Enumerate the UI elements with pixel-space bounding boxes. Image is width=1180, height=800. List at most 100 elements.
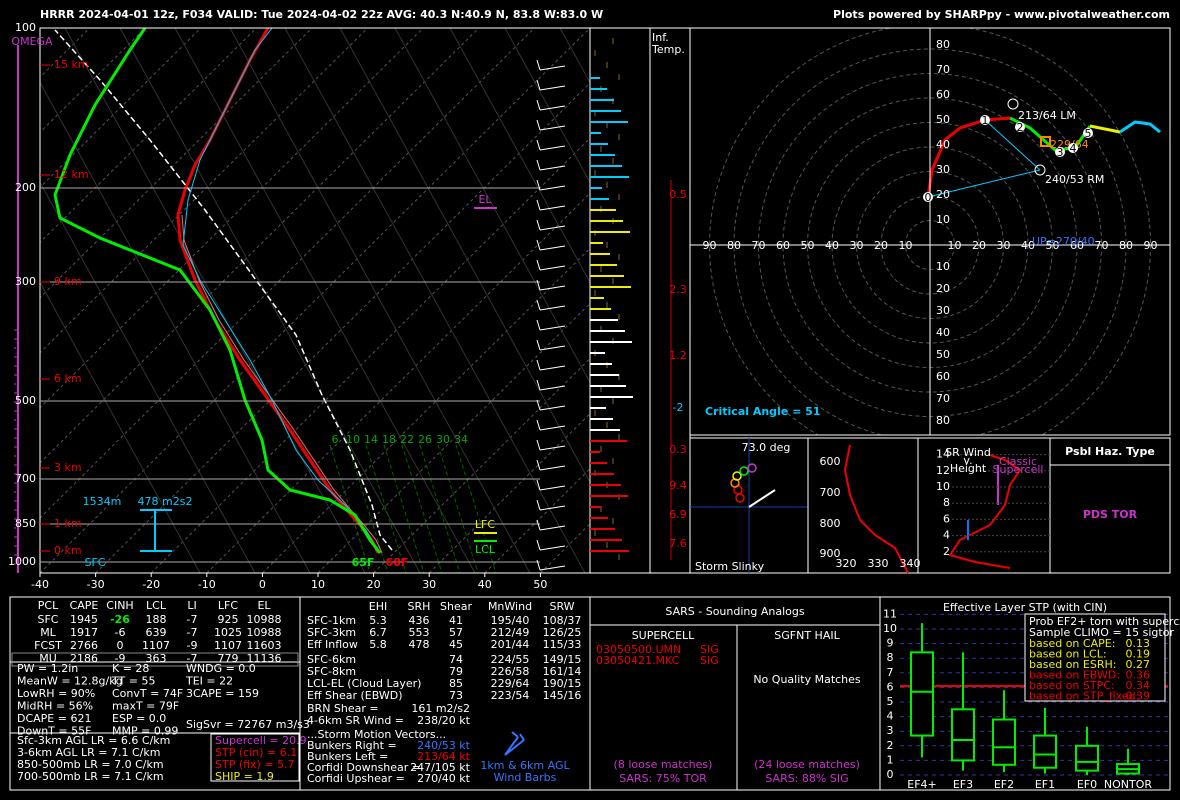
dry-adiabat: [40, 181, 256, 573]
kin-cell: Eff Inflow: [307, 638, 358, 651]
inferred-temp-value: -2: [673, 401, 684, 414]
wind-barb: [536, 259, 541, 271]
lapse-rate: Sfc-3km AGL LR = 6.6 C/km: [17, 734, 170, 747]
stp-legend-value: 0.36: [1126, 669, 1151, 682]
kin-cell: 74: [449, 653, 463, 666]
thermo-cell: -6: [115, 626, 126, 639]
kin-cell: 161/14: [543, 665, 582, 678]
composite-index: STP (fix) = 5.7: [215, 758, 295, 771]
inferred-temp-value: 0.5: [669, 188, 687, 201]
inferred-temp-value: 7.6: [669, 537, 687, 550]
mixing-ratio-label: 14: [364, 433, 378, 446]
wind-barb: [539, 385, 566, 391]
kin-extra: 4-6km SR Wind =: [307, 714, 404, 727]
wind-barb: [536, 139, 541, 151]
theta-e-pressure: 600: [820, 455, 841, 468]
thermo-header: LCL: [146, 599, 167, 612]
index-value: K = 28: [112, 662, 149, 675]
wind-barb: [536, 199, 541, 211]
wind-barb: [539, 65, 566, 71]
composite-index: SHIP = 1.9: [215, 770, 274, 783]
rm-label: 240/53 RM: [1045, 173, 1104, 186]
sr-tick: 8: [943, 496, 950, 509]
thermo-header: LI: [187, 599, 196, 612]
thermo-cell: 1107: [142, 639, 170, 652]
stp-tick: 0: [887, 768, 894, 781]
barb: [511, 731, 519, 738]
theta-e-pressure: 700: [820, 486, 841, 499]
stp-category: EF2: [994, 778, 1014, 791]
wind-barb: [539, 565, 566, 571]
kin-cell: 41: [449, 614, 463, 627]
kin-cell: 229/64: [491, 677, 530, 690]
lm-label: 213/64 LM: [1018, 109, 1076, 122]
inflow-vector: [984, 119, 1041, 171]
stp-tick: 8: [887, 651, 894, 664]
thermo-cell: 1107: [214, 639, 242, 652]
motion-value: 213/64 kt: [417, 750, 471, 763]
sars-loose: (8 loose matches): [614, 758, 713, 771]
kin-cell: 149/15: [543, 653, 582, 666]
barb: [504, 736, 519, 756]
wind-barb: [536, 99, 541, 111]
pressure-label: 300: [15, 275, 36, 288]
wind-barb: [536, 379, 541, 391]
wind-barb: [539, 485, 566, 491]
thermo-header: PCL: [38, 599, 59, 612]
index-value: LowRH = 90%: [17, 687, 95, 700]
mixing-ratio-line: [401, 444, 443, 573]
index-value: ESP = 0.0: [112, 712, 166, 725]
height-label: 12 km: [54, 168, 89, 181]
hazard-title: Psbl Haz. Type: [1065, 445, 1155, 458]
wind-barb: [536, 159, 541, 171]
hodo-tick: 30: [936, 304, 950, 317]
height-marker-label: 4: [1070, 142, 1077, 155]
hodo-tick: 80: [1119, 239, 1133, 252]
sr-wind-trace: [948, 454, 1022, 569]
wind-barb: [536, 119, 541, 131]
index-value: DCAPE = 621: [17, 712, 91, 725]
stp-legend-value: 0.19: [1126, 648, 1151, 661]
thermo-cell: ML: [40, 626, 56, 639]
stp-category: EF4+: [907, 778, 937, 791]
wind-barb: [536, 459, 541, 471]
stp-legend-label: based on LCL:: [1029, 648, 1107, 661]
thermo-cell: 779: [218, 652, 239, 665]
thermo-cell: 925: [218, 613, 239, 626]
hodo-tick: 60: [1070, 239, 1084, 252]
kin-header: EHI: [369, 600, 387, 613]
stp-category: EF3: [953, 778, 973, 791]
wind-barb: [539, 85, 566, 91]
dry-adiabat: [394, 28, 590, 384]
dry-adiabat: [174, 28, 476, 573]
motion-label: Corfidi Upshear =: [307, 772, 405, 785]
el-label: EL: [478, 193, 492, 206]
height-marker: [1068, 143, 1078, 153]
barb: [504, 739, 525, 756]
mixing-ratio-label: 22: [400, 433, 414, 446]
thermo-cell: 11136: [247, 652, 282, 665]
stp-tick: 1: [887, 753, 894, 766]
slinky-ring: [739, 466, 749, 476]
lm-circle: [1007, 98, 1019, 110]
height-marker-label: 0: [925, 191, 932, 204]
sfc-label: SFC: [85, 556, 106, 569]
virtual-temp: [181, 214, 383, 554]
kin-cell: 108/37: [543, 614, 582, 627]
temperature-label: 10: [311, 578, 325, 591]
stp-tick: 6: [887, 680, 894, 693]
sars-match: 03050500.UMN: [596, 643, 681, 656]
index-value: maxT = 79F: [112, 700, 179, 713]
inferred-temp-value: 2.3: [669, 283, 687, 296]
parcel-trace: [54, 29, 393, 551]
hodo-tick: 60: [936, 88, 950, 101]
temperature-label: 30: [422, 578, 436, 591]
composite-index: Supercell = 20.9: [215, 734, 307, 747]
wind-barb: [536, 299, 541, 311]
inferred-temp-value: 6.9: [669, 508, 687, 521]
index-value: WNDG = 0.0: [186, 662, 256, 675]
wind-barb: [536, 539, 541, 551]
wind-barb: [539, 245, 566, 251]
hodo-tick: 50: [936, 348, 950, 361]
wind-barb: [539, 445, 566, 451]
